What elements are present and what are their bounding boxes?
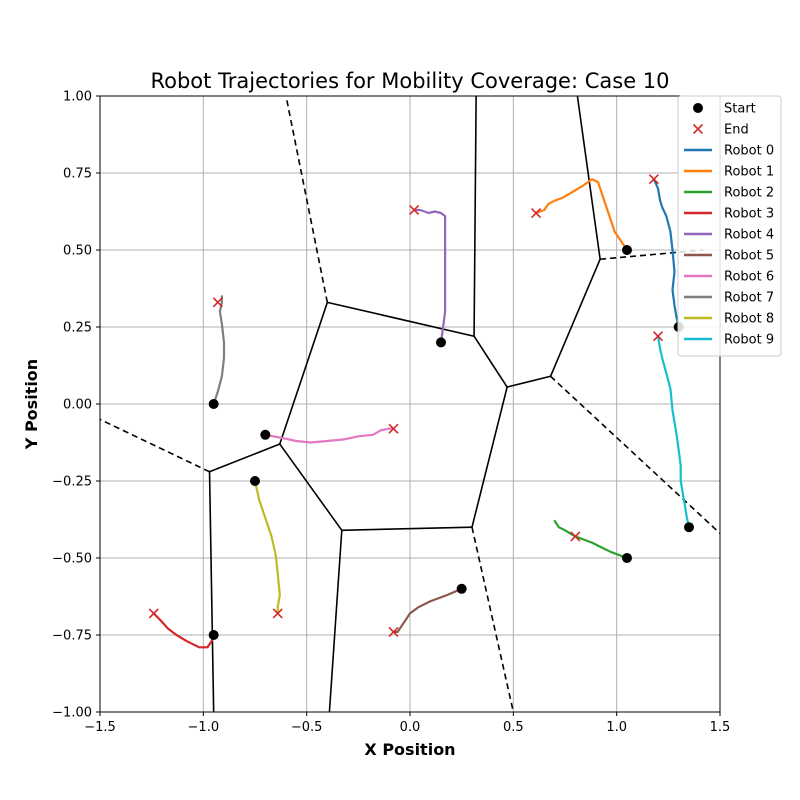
voronoi-edge-8 bbox=[341, 526, 473, 532]
legend-label-4: Robot 2 bbox=[724, 186, 774, 201]
y-tick-label-2: −0.50 bbox=[52, 552, 92, 567]
start-marker-4 bbox=[436, 337, 446, 348]
y-tick-label-3: −0.25 bbox=[52, 475, 92, 490]
y-tick-label-4: 0.00 bbox=[63, 398, 92, 413]
end-marker-3 bbox=[148, 608, 159, 619]
trajectory-robot-8 bbox=[253, 479, 281, 615]
legend-label-2: Robot 0 bbox=[724, 144, 774, 159]
voronoi-edge-5 bbox=[549, 258, 601, 377]
x-tick-label-3: 0.0 bbox=[400, 720, 421, 735]
trajectory-robot-3 bbox=[152, 612, 215, 649]
voronoi-edge-12 bbox=[328, 530, 343, 713]
legend: Start End Robot 0 Robot 1 Robot 2 Robot 3 Robo… bbox=[677, 95, 782, 357]
end-marker-2 bbox=[570, 531, 581, 542]
start-marker-6 bbox=[260, 429, 271, 440]
voronoi-edge-4 bbox=[506, 375, 551, 388]
voronoi-edge-11 bbox=[208, 471, 215, 713]
legend-label-10: Robot 8 bbox=[724, 312, 774, 327]
voronoi-dashed-edge-1 bbox=[99, 418, 210, 473]
x-axis-label: X Position bbox=[364, 740, 455, 759]
legend-item-7: Robot 5 bbox=[684, 249, 774, 264]
trajectory-robot-4 bbox=[413, 208, 447, 344]
trajectory-series bbox=[152, 178, 691, 649]
voronoi-edge-7 bbox=[471, 386, 508, 528]
x-tick-label-4: 0.5 bbox=[503, 720, 524, 735]
y-tick-label-7: 0.75 bbox=[63, 167, 92, 182]
legend-item-8: Robot 6 bbox=[684, 270, 774, 285]
x-tick-label-0: −1.5 bbox=[84, 720, 116, 735]
legend-item-4: Robot 2 bbox=[684, 186, 774, 201]
legend-label-7: Robot 5 bbox=[724, 249, 774, 264]
voronoi-edge-2 bbox=[473, 95, 477, 337]
x-tick-label-1: −1.0 bbox=[188, 720, 220, 735]
legend-label-11: Robot 9 bbox=[724, 333, 774, 348]
legend-label-9: Robot 7 bbox=[724, 291, 774, 306]
legend-label-6: Robot 4 bbox=[724, 228, 774, 243]
legend-item-10: Robot 8 bbox=[684, 312, 774, 327]
legend-item-9: Robot 7 bbox=[684, 291, 774, 306]
chart-title: Robot Trajectories for Mobility Coverage… bbox=[150, 69, 669, 93]
voronoi-edge-9 bbox=[279, 443, 343, 531]
start-marker-3 bbox=[208, 630, 219, 640]
end-marker-9 bbox=[652, 331, 664, 342]
y-axis-label: Y Position bbox=[22, 359, 41, 450]
axis-ticks: −1.5 −1.0 −0.5 0.0 0.5 1.0 1.5 −1.00 −0.75 −0.50 −… bbox=[52, 90, 730, 736]
legend-label-0: Start bbox=[724, 102, 756, 117]
legend-item-11: Robot 9 bbox=[684, 333, 774, 348]
voronoi-edge-1 bbox=[327, 301, 475, 338]
end-marker-1 bbox=[531, 207, 542, 219]
y-tick-label-1: −0.75 bbox=[52, 629, 92, 644]
start-marker-2 bbox=[622, 553, 632, 563]
legend-item-6: Robot 4 bbox=[684, 228, 774, 243]
trajectory-robot-5 bbox=[392, 587, 463, 634]
end-marker-7 bbox=[212, 297, 223, 308]
legend-item-1: End bbox=[692, 123, 749, 138]
voronoi-dashed-edge-4 bbox=[600, 249, 704, 261]
end-marker-6 bbox=[388, 423, 399, 434]
voronoi-edge-3 bbox=[473, 335, 508, 388]
legend-item-2: Robot 0 bbox=[684, 144, 774, 159]
end-marker-0 bbox=[648, 174, 659, 185]
start-marker-7 bbox=[208, 399, 219, 409]
legend-label-3: Robot 1 bbox=[724, 165, 774, 180]
voronoi-edge-6 bbox=[576, 95, 601, 260]
end-marker-5 bbox=[388, 626, 399, 637]
legend-label-1: End bbox=[724, 123, 749, 138]
start-end-markers bbox=[148, 174, 694, 640]
legend-box bbox=[677, 95, 782, 357]
legend-label-8: Robot 6 bbox=[724, 270, 774, 285]
end-marker-4 bbox=[409, 204, 420, 216]
voronoi-dashed-edge-2 bbox=[471, 527, 515, 713]
start-marker-1 bbox=[622, 245, 632, 255]
legend-label-5: Robot 3 bbox=[724, 207, 774, 222]
y-tick-label-6: 0.50 bbox=[63, 244, 92, 259]
start-marker-9 bbox=[684, 522, 694, 533]
trajectory-robot-6 bbox=[264, 427, 395, 444]
start-marker-8 bbox=[250, 476, 260, 486]
voronoi-dashed-edge-0 bbox=[285, 95, 329, 303]
x-tick-label-2: −0.5 bbox=[291, 720, 323, 735]
y-tick-label-5: 0.25 bbox=[63, 321, 92, 336]
trajectory-robot-0 bbox=[652, 178, 680, 329]
x-tick-label-5: 1.0 bbox=[606, 720, 627, 735]
voronoi-edge-10 bbox=[209, 443, 281, 473]
trajectory-robot-1 bbox=[534, 178, 629, 252]
y-tick-label-8: 1.00 bbox=[63, 90, 92, 105]
voronoi-edge-0 bbox=[279, 302, 329, 445]
legend-item-0: Start bbox=[693, 102, 756, 117]
trajectory-robot-9 bbox=[656, 335, 691, 529]
x-tick-label-6: 1.5 bbox=[710, 720, 731, 735]
legend-item-3: Robot 1 bbox=[684, 165, 774, 180]
y-tick-label-0: −1.00 bbox=[52, 706, 92, 721]
legend-item-5: Robot 3 bbox=[684, 207, 774, 222]
voronoi-dashed-edge-3 bbox=[549, 375, 721, 534]
voronoi-edges bbox=[99, 95, 721, 713]
start-marker-5 bbox=[456, 583, 467, 594]
end-marker-8 bbox=[272, 608, 283, 619]
